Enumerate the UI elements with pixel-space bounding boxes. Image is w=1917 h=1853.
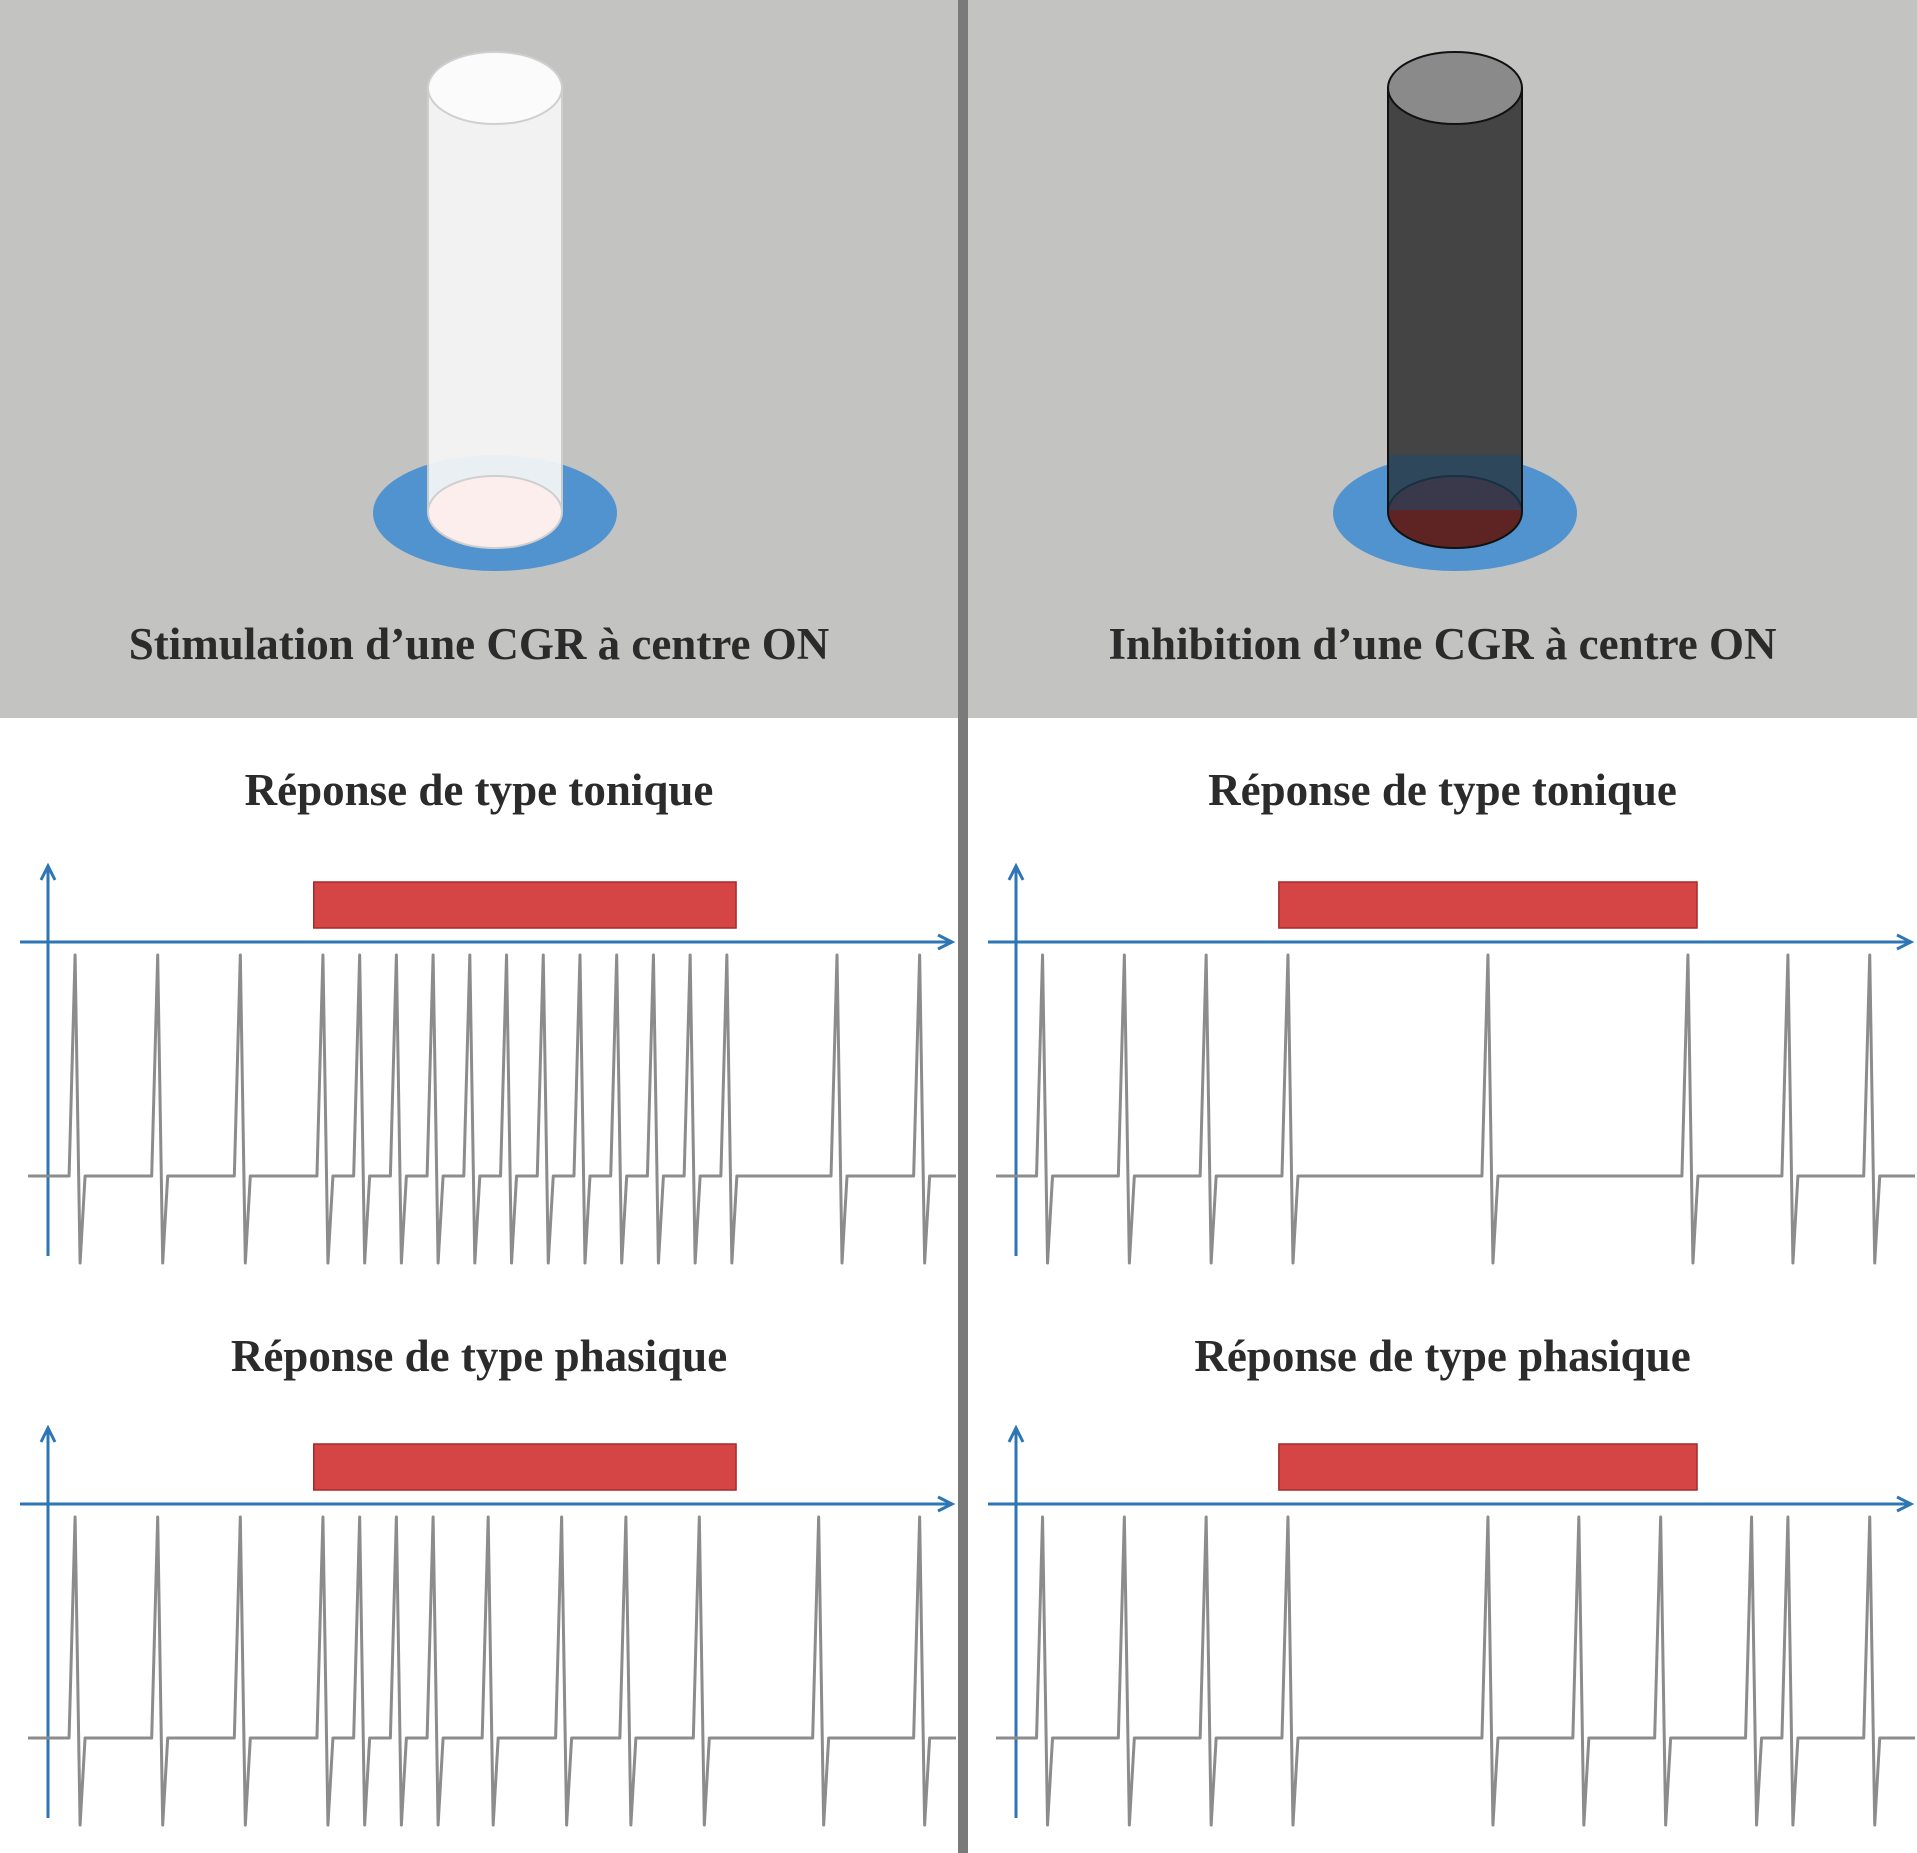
tonic-trace-chart (20, 862, 956, 1265)
cylinder-bottom (427, 475, 563, 549)
panel-divider (958, 0, 968, 1853)
cylinder-overlap (1389, 455, 1521, 510)
cylinder-top (1387, 51, 1523, 125)
x-axis-arrow (1896, 1495, 1915, 1513)
stimulus-title: Inhibition d’une CGR à centre ON (1108, 619, 1777, 669)
tonic-trace-chart (988, 862, 1915, 1265)
response-title-phasic: Réponse de type phasique (230, 1331, 728, 1381)
spike-trace (28, 953, 956, 1265)
stimulation-panel: Stimulation d’une CGR à centre ON Répons… (0, 0, 958, 1853)
stimulus-title: Stimulation d’une CGR à centre ON (128, 619, 830, 669)
light-cylinder-illustration (373, 51, 617, 571)
inhibition-panel: Inhibition d’une CGR à centre ON Réponse… (968, 0, 1917, 1853)
x-axis-arrow (937, 933, 956, 951)
response-title-tonic: Réponse de type tonique (244, 765, 714, 815)
dark-cylinder-illustration (1333, 51, 1577, 571)
phasic-trace-chart (988, 1424, 1915, 1827)
spike-trace (996, 1515, 1915, 1827)
spike-trace (28, 1515, 956, 1827)
y-axis-arrow (1007, 1424, 1025, 1443)
y-axis-arrow (1007, 862, 1025, 881)
x-axis-arrow (937, 1495, 956, 1513)
y-axis-arrow (39, 1424, 57, 1443)
cylinder-body (1387, 87, 1523, 511)
x-axis-arrow (1896, 933, 1915, 951)
cylinder-top (427, 51, 563, 125)
stimulus-bar (313, 881, 737, 929)
stimulus-bar (1278, 1443, 1698, 1491)
stimulus-bar (313, 1443, 737, 1491)
response-title-phasic: Réponse de type phasique (1194, 1331, 1691, 1381)
stimulus-bar (1278, 881, 1698, 929)
response-title-tonic: Réponse de type tonique (1208, 765, 1677, 815)
spike-trace (996, 953, 1915, 1265)
cylinder-body (427, 87, 563, 511)
y-axis-arrow (39, 862, 57, 881)
phasic-trace-chart (20, 1424, 956, 1827)
